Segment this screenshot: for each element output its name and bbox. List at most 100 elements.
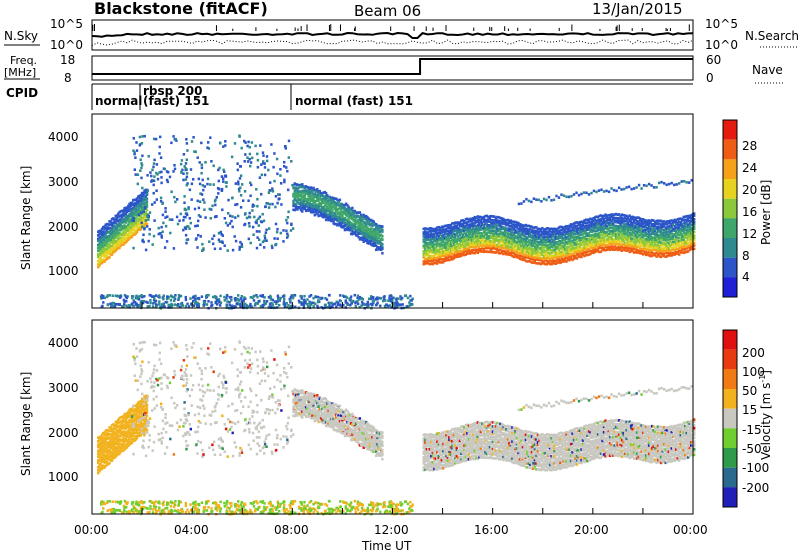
data-cell: [664, 228, 667, 231]
data-cell: [653, 222, 657, 226]
data-cell: [649, 229, 652, 233]
data-cell: [482, 250, 486, 254]
data-cell: [514, 255, 517, 258]
data-cell: [103, 225, 106, 228]
data-cell: [601, 217, 604, 220]
data-cell: [610, 226, 613, 230]
data-cell: [520, 254, 523, 258]
data-cell: [445, 227, 448, 231]
data-cell: [583, 226, 586, 230]
data-cell: [547, 256, 550, 259]
data-cell: [641, 239, 645, 243]
data-cell: [515, 221, 519, 224]
data-cell: [463, 250, 466, 254]
data-cell: [363, 238, 367, 241]
data-cell: [151, 295, 154, 298]
data-cell: [317, 199, 320, 202]
data-cell: [255, 219, 258, 222]
data-cell: [502, 217, 505, 221]
data-cell: [597, 189, 601, 192]
data-cell: [348, 303, 352, 307]
data-cell: [673, 218, 676, 222]
data-cell: [673, 225, 676, 228]
data-cell: [566, 225, 570, 228]
data-cell: [669, 237, 672, 240]
data-cell: [257, 224, 260, 227]
data-cell: [287, 304, 290, 307]
data-cell: [607, 218, 610, 222]
data-cell: [590, 234, 594, 237]
data-cell: [142, 210, 145, 213]
data-cell: [408, 301, 411, 304]
data-cell: [139, 209, 142, 212]
data-cell: [427, 241, 430, 245]
data-cell: [538, 243, 541, 246]
data-cell: [123, 300, 126, 303]
data-cell: [602, 219, 606, 222]
data-cell: [678, 236, 681, 240]
data-cell: [173, 303, 177, 306]
data-cell: [107, 252, 110, 255]
data-cell: [678, 220, 681, 224]
data-cell: [114, 240, 117, 244]
data-cell: [359, 230, 363, 234]
data-cell: [538, 230, 541, 234]
data-cell: [189, 297, 192, 300]
data-cell: [670, 241, 673, 244]
data-cell: [352, 219, 355, 222]
data-cell: [262, 219, 266, 223]
data-cell: [592, 240, 595, 244]
data-cell: [553, 259, 556, 263]
data-cell: [448, 242, 451, 245]
data-cell: [283, 145, 287, 148]
data-cell: [658, 255, 661, 258]
data-cell: [236, 168, 239, 172]
data-cell: [247, 222, 251, 225]
nsky-tick-low: 10^0: [50, 38, 83, 52]
data-cell: [275, 230, 279, 234]
data-cell: [451, 244, 454, 248]
data-cell: [643, 237, 646, 241]
data-cell: [608, 213, 612, 217]
data-cell: [469, 223, 472, 226]
data-cell: [109, 227, 112, 230]
data-cell: [339, 214, 343, 218]
data-cell: [545, 235, 549, 239]
data-cell: [514, 242, 517, 245]
data-cell: [530, 249, 534, 253]
data-cell: [294, 194, 298, 197]
data-cell: [693, 214, 696, 217]
data-cell: [539, 246, 543, 250]
data-cell: [505, 231, 508, 234]
data-cell: [629, 234, 633, 237]
data-cell: [446, 244, 449, 248]
data-cell: [349, 208, 353, 211]
freq-unit: [MHz]: [4, 66, 36, 79]
data-cell: [493, 240, 496, 243]
data-cell: [401, 303, 404, 306]
data-cell: [134, 219, 137, 222]
data-cell: [565, 246, 568, 249]
data-cell: [475, 225, 478, 228]
data-cell: [645, 184, 648, 188]
data-cell: [592, 223, 595, 226]
data-cell: [524, 227, 528, 231]
data-cell: [322, 201, 325, 204]
data-cell: [572, 228, 576, 231]
data-cell: [506, 242, 510, 246]
data-cell: [211, 204, 214, 208]
data-cell: [586, 228, 589, 231]
data-cell: [530, 261, 534, 264]
data-cell: [484, 239, 487, 243]
data-cell: [512, 237, 516, 240]
data-cell: [646, 235, 649, 239]
data-cell: [622, 227, 625, 231]
data-cell: [344, 223, 348, 227]
data-cell: [512, 234, 516, 237]
data-cell: [460, 232, 463, 236]
data-cell: [493, 215, 496, 218]
data-cell: [530, 239, 534, 243]
data-cell: [180, 170, 183, 174]
data-cell: [530, 229, 534, 232]
data-cell: [373, 223, 377, 226]
